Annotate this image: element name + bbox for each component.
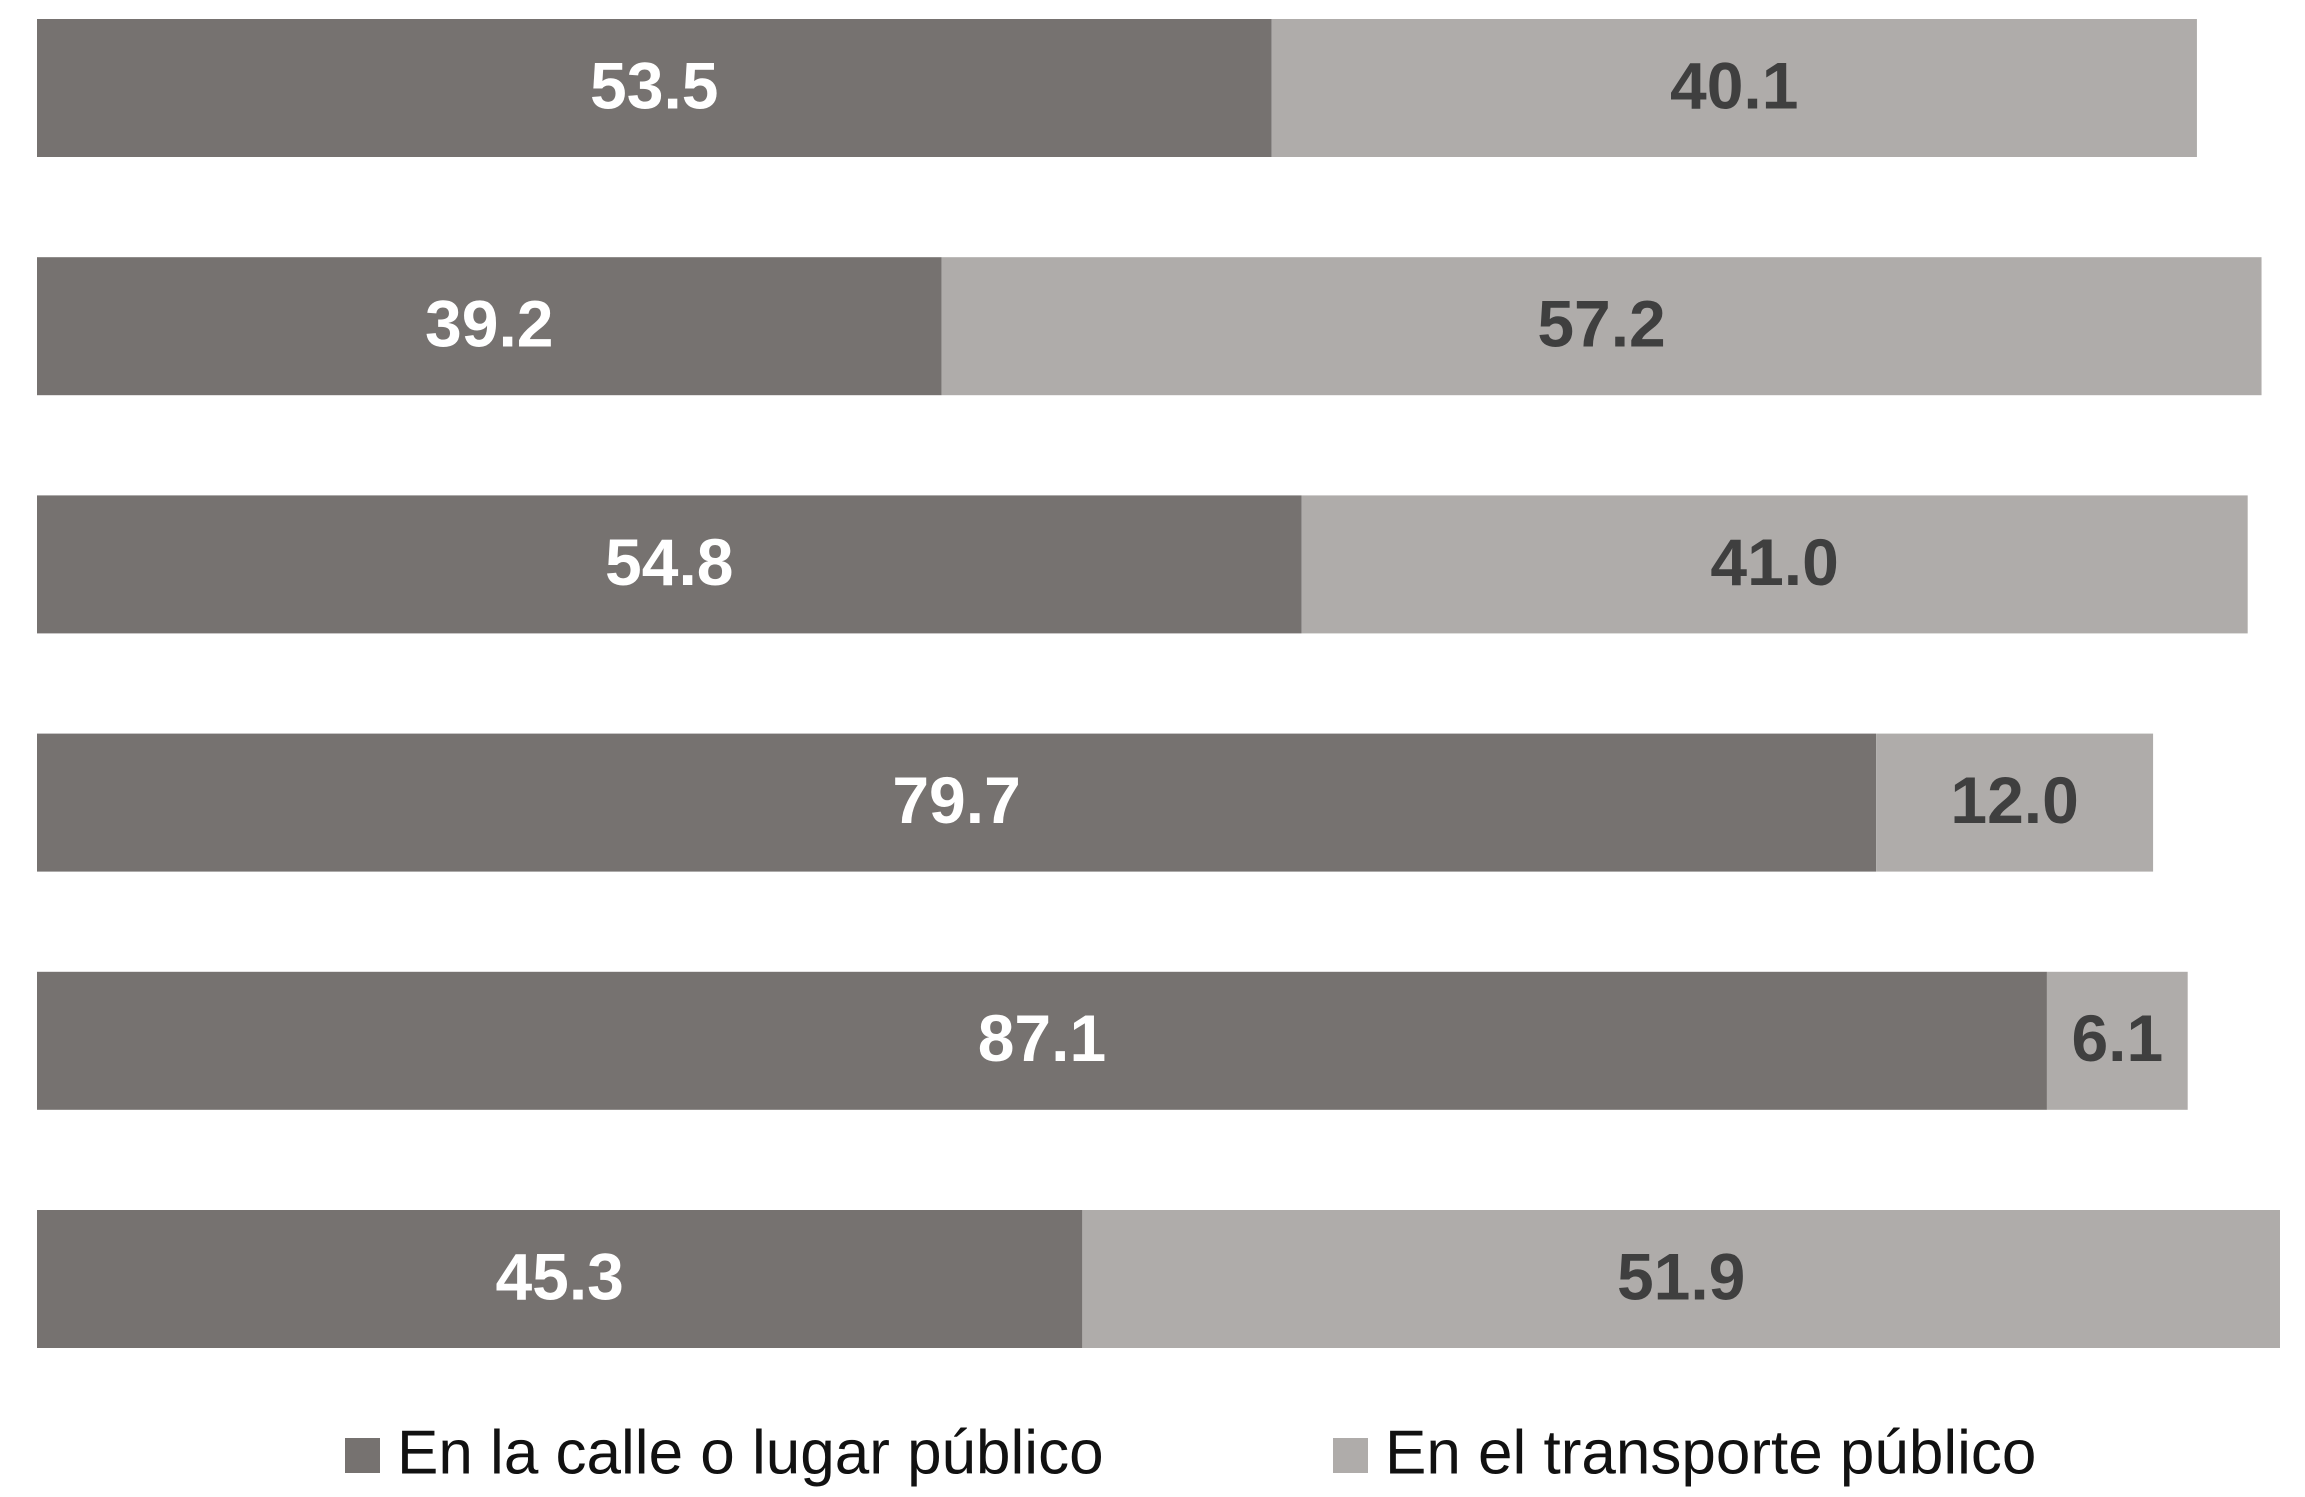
- bar-segment: [1876, 733, 2154, 872]
- bar-segment: [1301, 495, 2248, 634]
- bar-segment: [37, 19, 1272, 157]
- value-label: 39.2: [425, 287, 553, 361]
- value-label: 6.1: [2071, 1001, 2163, 1075]
- legend-swatch: [1333, 1438, 1368, 1473]
- bar-segment: [37, 971, 2047, 1110]
- value-label: 54.8: [605, 525, 733, 599]
- value-label: 40.1: [1670, 48, 1798, 122]
- value-label: 79.7: [892, 763, 1020, 837]
- legend-swatch: [345, 1438, 380, 1473]
- bar-segment: [37, 1210, 1083, 1348]
- bar-segment: [37, 733, 1877, 872]
- value-label: 12.0: [1950, 763, 2078, 837]
- value-label: 57.2: [1537, 287, 1665, 361]
- bar-segment: [37, 495, 1302, 634]
- bar-segment: [2046, 971, 2188, 1110]
- value-label: 53.5: [590, 48, 718, 122]
- bar-segment: [941, 257, 2262, 396]
- value-label: 87.1: [978, 1001, 1106, 1075]
- bar-segment: [1271, 19, 2197, 157]
- bar-segment: [37, 257, 942, 396]
- value-label: 45.3: [495, 1239, 623, 1313]
- legend-label: En el transporte público: [1385, 1418, 2036, 1487]
- bar-segment: [1082, 1210, 2280, 1348]
- legend-label: En la calle o lugar público: [397, 1418, 1104, 1487]
- value-label: 51.9: [1617, 1239, 1745, 1313]
- value-label: 41.0: [1710, 525, 1838, 599]
